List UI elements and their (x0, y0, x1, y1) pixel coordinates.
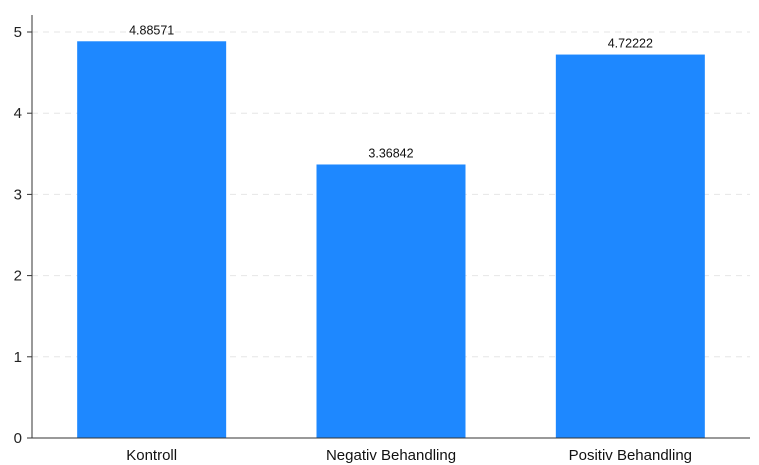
y-axis-ticks (27, 31, 32, 439)
bars (77, 41, 705, 439)
x-axis-category-labels: Kontroll Negativ Behandling Positiv Behand… (126, 447, 692, 464)
x-category-label-3: Positiv Behandling (569, 447, 692, 464)
bar-value-label-1: 4.88571 (129, 23, 174, 37)
bar-3 (555, 54, 705, 439)
y-tick-label-4: 4 (14, 105, 22, 122)
y-tick-label-5: 5 (14, 24, 22, 41)
bar-1 (77, 41, 227, 439)
bar-value-labels: 4.88571 3.36842 4.72222 (129, 23, 653, 160)
bar-2 (316, 164, 466, 438)
bar-value-label-3: 4.72222 (608, 37, 653, 51)
y-tick-label-3: 3 (14, 186, 22, 203)
y-tick-label-1: 1 (14, 349, 22, 366)
y-axis-tick-labels: 0 1 2 3 4 5 (14, 24, 22, 447)
x-category-label-1: Kontroll (126, 447, 177, 464)
bar-value-label-2: 3.36842 (368, 146, 413, 160)
y-tick-label-2: 2 (14, 268, 22, 285)
x-category-label-2: Negativ Behandling (326, 447, 456, 464)
y-tick-label-0: 0 (14, 430, 22, 447)
